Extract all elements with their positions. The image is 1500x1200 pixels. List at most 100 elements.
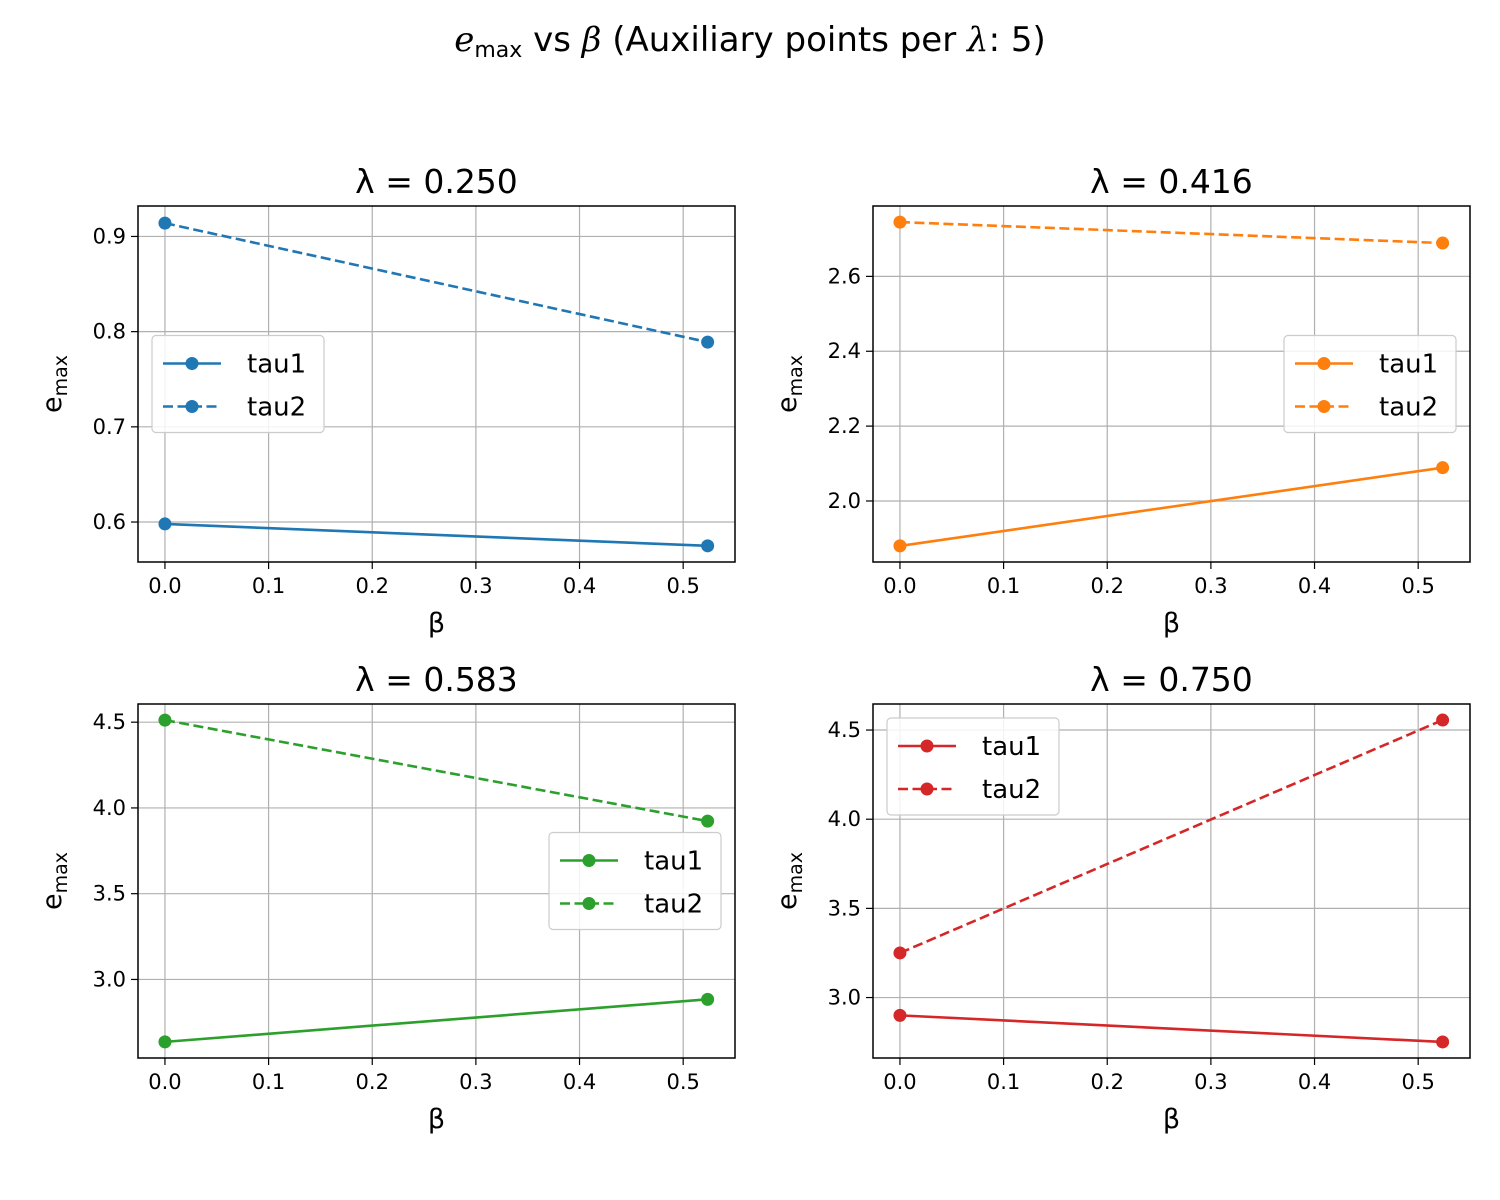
- y-tick-label: 4.5: [93, 710, 126, 734]
- data-point-tau2: [1436, 236, 1450, 250]
- y-tick-label: 3.5: [828, 896, 861, 920]
- title-aux-text: (Auxiliary points per: [601, 20, 968, 60]
- y-axis-label: emax: [37, 852, 72, 910]
- legend-label-tau2: tau2: [644, 890, 703, 920]
- title-aux-count: : 5): [988, 20, 1046, 60]
- data-point-tau1: [1436, 461, 1450, 475]
- subplot-2: 0.0 0.1 0.2 0.3 0.4 0.5 2.0 2.2 2.4 2.6 λ = 0.416 β…: [772, 162, 1471, 639]
- y-tick-label: 2.6: [828, 264, 861, 288]
- y-tick-label: 3.5: [93, 882, 126, 906]
- x-tick-label: 0.0: [883, 1070, 916, 1094]
- legend-label-tau2: tau2: [1379, 393, 1438, 423]
- title-lambda: λ: [967, 20, 989, 60]
- title-e: e: [454, 20, 475, 60]
- data-point-tau2: [701, 335, 715, 349]
- x-axis-label: β: [428, 608, 445, 639]
- y-axis-label: emax: [772, 852, 807, 910]
- x-tick-label: 0.2: [356, 574, 389, 598]
- legend-marker-tau1: [582, 854, 596, 867]
- y-tick-label: 0.9: [93, 224, 126, 248]
- x-tick-label: 0.4: [563, 1070, 596, 1094]
- y-axis-label: emax: [37, 355, 72, 413]
- x-tick-label: 0.1: [252, 574, 285, 598]
- data-point-tau2: [893, 215, 907, 229]
- legend-marker-tau1: [920, 739, 934, 753]
- legend: tau1 tau2: [151, 334, 325, 434]
- title-max-subscript: max: [474, 38, 523, 63]
- x-tick-label: 0.5: [666, 574, 699, 598]
- x-tick-label: 0.4: [1298, 1070, 1331, 1094]
- legend-marker-tau2: [1317, 400, 1331, 413]
- subplot-1: 0.0 0.1 0.2 0.3 0.4 0.5 0.6 0.7 0.8 0.9 λ = 0.250 β…: [37, 162, 736, 639]
- x-tick-label: 0.1: [987, 1070, 1020, 1094]
- x-tick-label: 0.4: [1298, 574, 1331, 598]
- data-point-tau1: [893, 1008, 907, 1022]
- y-tick-label: 2.4: [828, 339, 861, 363]
- x-tick-label: 0.5: [1401, 574, 1434, 598]
- legend-label-tau2: tau2: [247, 393, 306, 423]
- data-point-tau1: [158, 517, 172, 531]
- x-tick-label: 0.3: [1194, 1070, 1227, 1094]
- x-tick-label: 0.3: [459, 574, 492, 598]
- x-tick-label: 0.2: [1091, 1070, 1124, 1094]
- y-tick-label: 0.8: [93, 320, 126, 344]
- x-axis-label: β: [1163, 608, 1180, 639]
- subplot-title: λ = 0.416: [1090, 162, 1253, 201]
- y-tick-label: 2.0: [828, 489, 861, 513]
- legend-marker-tau2: [582, 897, 596, 910]
- x-tick-label: 0.5: [666, 1070, 699, 1094]
- data-point-tau1: [158, 1035, 172, 1049]
- x-tick-label: 0.5: [1401, 1070, 1434, 1094]
- x-tick-label: 0.0: [148, 1070, 181, 1094]
- y-tick-label: 4.0: [93, 796, 126, 820]
- series-line-tau1: [164, 998, 708, 1044]
- series-line-tau1: [164, 522, 708, 548]
- x-tick-label: 0.1: [987, 574, 1020, 598]
- x-tick-label: 0.1: [252, 1070, 285, 1094]
- legend-marker-tau2: [185, 400, 199, 413]
- x-tick-label: 0.3: [1194, 574, 1227, 598]
- data-point-tau1: [893, 539, 907, 553]
- series-line-tau1: [899, 466, 1443, 548]
- legend: tau1 tau2: [548, 831, 722, 931]
- title-vs: vs: [522, 20, 582, 60]
- figure-title: emax vs β (Auxiliary points per λ: 5): [0, 20, 1500, 63]
- data-point-tau1: [1436, 1035, 1450, 1049]
- series-line-tau2: [899, 718, 1444, 955]
- data-point-tau1: [701, 992, 715, 1006]
- data-point-tau2: [1436, 713, 1450, 727]
- legend-marker-tau2: [920, 782, 934, 796]
- legend-label-tau1: tau1: [247, 350, 306, 380]
- axes-frame: [137, 205, 736, 563]
- legend-marker-tau1: [185, 357, 199, 370]
- y-tick-label: 3.0: [828, 986, 861, 1010]
- x-axis-label: β: [1163, 1104, 1180, 1135]
- data-point-tau2: [701, 814, 715, 828]
- data-point-tau2: [158, 216, 172, 230]
- legend: tau1 tau2: [1283, 334, 1457, 434]
- series-line-tau1: [899, 1014, 1443, 1044]
- legend: tau1 tau2: [886, 717, 1060, 816]
- legend-label-tau1: tau1: [1379, 350, 1438, 380]
- subplot-title: λ = 0.250: [355, 162, 518, 201]
- y-tick-label: 3.0: [93, 967, 126, 991]
- data-point-tau2: [893, 946, 907, 960]
- x-tick-label: 0.2: [1091, 574, 1124, 598]
- axes-frame: [137, 703, 736, 1059]
- legend-label-tau1: tau1: [982, 732, 1041, 762]
- subplot-4: 0.0 0.1 0.2 0.3 0.4 0.5 3.0 3.5 4.0 4.5 λ = 0.750 β…: [772, 660, 1471, 1135]
- x-tick-label: 0.0: [883, 574, 916, 598]
- subplot-title: λ = 0.583: [355, 660, 518, 699]
- title-beta: β: [581, 20, 602, 60]
- series-line-tau2: [899, 220, 1443, 245]
- y-tick-label: 4.5: [828, 718, 861, 742]
- x-tick-label: 0.2: [356, 1070, 389, 1094]
- y-tick-label: 4.0: [828, 807, 861, 831]
- x-tick-label: 0.4: [563, 574, 596, 598]
- y-axis-label: emax: [772, 355, 807, 413]
- y-tick-label: 0.6: [93, 510, 126, 534]
- axes-frame: [872, 703, 1471, 1059]
- series-line-tau2: [164, 221, 708, 344]
